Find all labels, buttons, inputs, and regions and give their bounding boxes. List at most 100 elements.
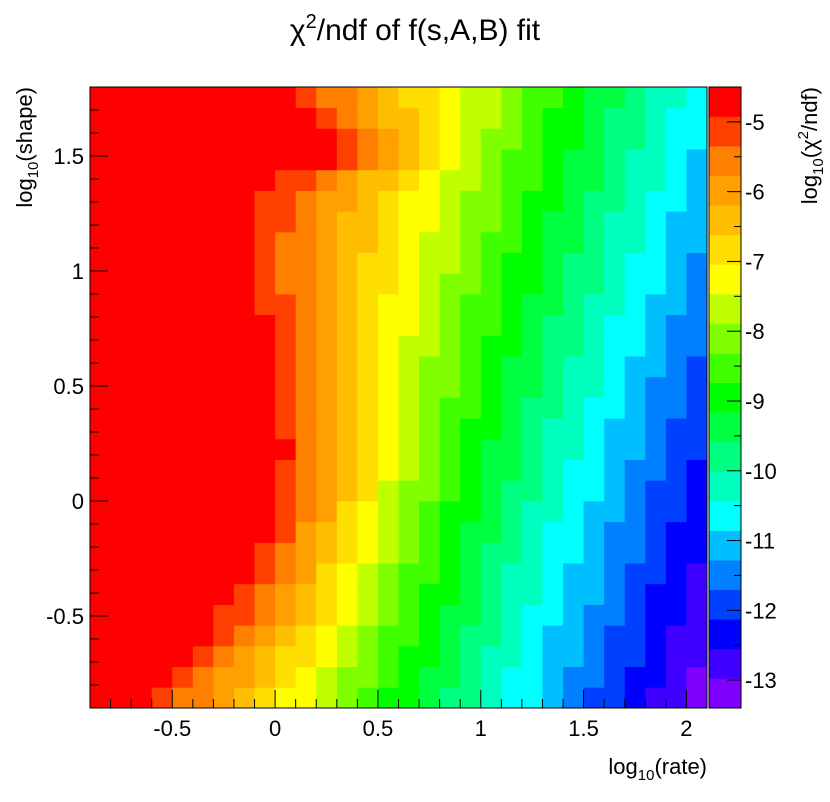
heatmap-cell [151, 231, 173, 253]
heatmap-cell [521, 480, 543, 502]
heatmap-cell [542, 211, 564, 233]
heatmap-cell [686, 397, 708, 419]
heatmap-cell [316, 666, 338, 688]
heatmap-cell [398, 211, 420, 233]
heatmap-cell [419, 418, 441, 440]
palette-swatch [709, 294, 741, 324]
heatmap-cell [583, 294, 605, 316]
heatmap-cell [604, 107, 626, 129]
heatmap-cell [131, 169, 153, 191]
heatmap-cell [172, 149, 194, 171]
heatmap-cell [665, 190, 687, 212]
z-tick-label: -12 [745, 598, 777, 623]
heatmap-cell [439, 128, 461, 150]
heatmap-cell [336, 169, 358, 191]
heatmap-cell [583, 459, 605, 481]
heatmap-cell [90, 314, 111, 336]
heatmap-cell [172, 273, 194, 295]
heatmap-cell [336, 438, 358, 460]
heatmap-cell [460, 625, 482, 647]
heatmap-cell [542, 459, 564, 481]
heatmap-cell [583, 107, 605, 129]
heatmap-cell [213, 438, 235, 460]
heatmap-cell [542, 397, 564, 419]
heatmap-cell [151, 273, 173, 295]
heatmap-cell [131, 252, 153, 274]
heatmap-cell [110, 563, 132, 585]
z-tick-label: -8 [745, 319, 765, 344]
heatmap-cell [213, 190, 235, 212]
heatmap-cell [275, 335, 297, 357]
heatmap-cell [521, 459, 543, 481]
heatmap-cell [563, 87, 584, 109]
heatmap-cell [419, 583, 441, 605]
heatmap-cell [151, 625, 173, 647]
heatmap-cell [604, 501, 626, 523]
heatmap-cell [480, 687, 502, 709]
heatmap-cell [645, 356, 667, 378]
heatmap-cell [501, 149, 523, 171]
heatmap-cell [398, 438, 420, 460]
heatmap-cell [110, 252, 132, 274]
heatmap-cell [131, 521, 153, 543]
heatmap-cell [110, 521, 132, 543]
heatmap-cell [233, 418, 255, 440]
heatmap-cell [521, 397, 543, 419]
heatmap-cell [357, 231, 379, 253]
heatmap-cell [233, 604, 255, 626]
heatmap-cell [460, 521, 482, 543]
heatmap-cell [316, 87, 338, 109]
heatmap-cell [336, 687, 358, 709]
heatmap-cell [624, 604, 646, 626]
heatmap-cell [357, 107, 379, 129]
heatmap-cell [254, 149, 276, 171]
heatmap-cell [645, 501, 667, 523]
heatmap-cell [275, 252, 297, 274]
heatmap-cell [90, 583, 111, 605]
z-tick-label: -5 [745, 110, 765, 135]
heatmap-cell [192, 294, 214, 316]
heatmap-cell [604, 397, 626, 419]
heatmap-cell [460, 169, 482, 191]
heatmap-cell [398, 107, 420, 129]
heatmap-cell [377, 563, 399, 585]
heatmap-cell [665, 273, 687, 295]
heatmap-cell [480, 604, 502, 626]
heatmap-cell [336, 294, 358, 316]
heatmap-cell [665, 87, 687, 109]
heatmap-cell [665, 211, 687, 233]
heatmap-cell [501, 418, 523, 440]
heatmap-cell [624, 563, 646, 585]
heatmap-cell [295, 314, 317, 336]
heatmap-cell [460, 666, 482, 688]
heatmap-cell [645, 252, 667, 274]
heatmap-cell [624, 107, 646, 129]
z-label-sub: 10 [810, 158, 827, 175]
heatmap-cell [583, 625, 605, 647]
heatmap-cell [336, 87, 358, 109]
palette-swatch [709, 234, 741, 265]
heatmap-cell [686, 418, 708, 440]
heatmap-cell [295, 583, 317, 605]
z-axis: -5 -6 -7 -8 -9 -10 -11 -12 -13 [727, 86, 777, 693]
heatmap-cell [110, 666, 132, 688]
heatmap-cell [357, 583, 379, 605]
heatmap-cell [213, 335, 235, 357]
heatmap-cell [377, 273, 399, 295]
heatmap-cell [151, 335, 173, 357]
heatmap-cell [192, 418, 214, 440]
heatmap-cell [542, 501, 564, 523]
heatmap-cell [295, 356, 317, 378]
heatmap-cell [480, 335, 502, 357]
heatmap-cell [131, 418, 153, 440]
heatmap-cell [316, 418, 338, 440]
heatmap-cell [460, 583, 482, 605]
heatmap-cell [90, 459, 111, 481]
heatmap-cell [521, 604, 543, 626]
heatmap-cell [172, 459, 194, 481]
y-label-sub: 10 [25, 162, 42, 179]
heatmap-cell [419, 87, 441, 109]
heatmap-cell [686, 273, 708, 295]
heatmap-cell [192, 252, 214, 274]
heatmap-cell [480, 563, 502, 585]
